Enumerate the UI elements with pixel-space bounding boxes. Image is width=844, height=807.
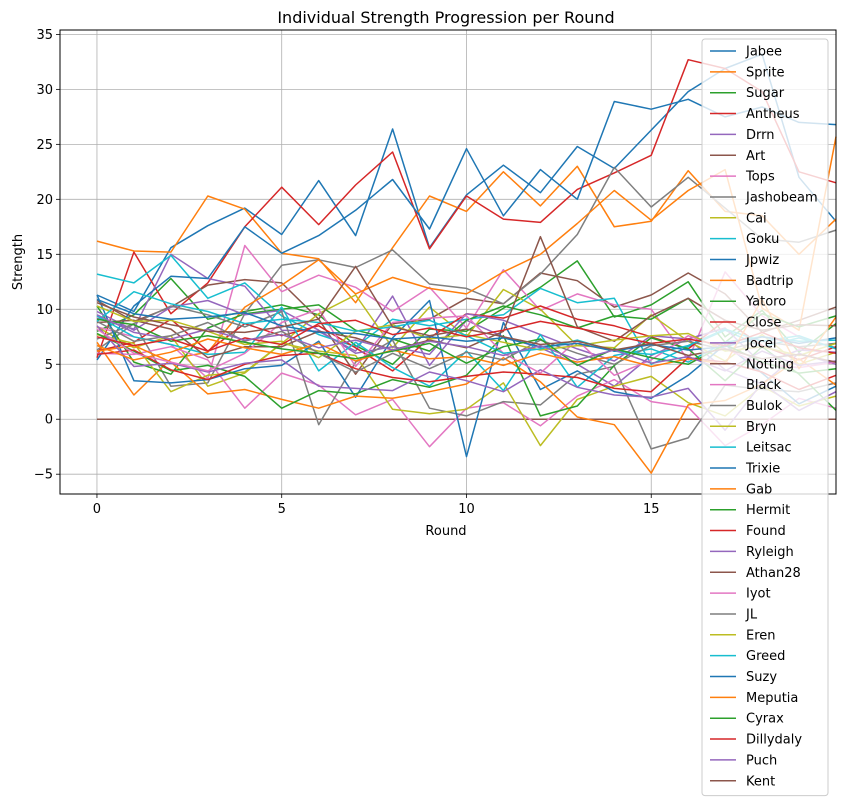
legend-label: Close — [746, 316, 781, 331]
y-axis-ticks: −5 0 5 10 15 20 25 30 35 — [34, 28, 60, 483]
legend-label: Kent — [746, 774, 775, 789]
x-tick-label: 15 — [643, 502, 660, 517]
legend-label: Gab — [746, 482, 772, 497]
legend-label: Yatoro — [745, 295, 786, 310]
legend-label: Dillydaly — [746, 733, 802, 748]
legend-label: Jabee — [745, 45, 782, 60]
legend-label: Hermit — [746, 503, 790, 518]
y-tick-label: 5 — [45, 358, 53, 373]
legend-label: Jpwiz — [745, 253, 779, 268]
x-tick-label: 10 — [458, 502, 475, 517]
plot-frame — [59, 29, 837, 495]
legend-label: Tops — [745, 170, 775, 185]
y-tick-label: 35 — [36, 28, 53, 43]
legend-label: Sugar — [746, 86, 785, 101]
legend-label: Art — [746, 149, 765, 164]
chart-title: Individual Strength Progression per Roun… — [277, 8, 614, 27]
legend-label: JL — [745, 607, 758, 622]
legend-label: Cyrax — [746, 712, 784, 727]
y-tick-label: 0 — [45, 413, 53, 428]
y-tick-label: 20 — [36, 193, 53, 208]
legend-label: Jashobeam — [745, 190, 818, 205]
legend-label: Leitsac — [746, 441, 792, 456]
legend-label: Antheus — [746, 107, 800, 122]
y-tick-label: −5 — [34, 468, 53, 483]
y-tick-label: 25 — [36, 138, 53, 153]
legend-label: Iyot — [746, 587, 771, 602]
legend-label: Suzy — [746, 670, 777, 685]
y-axis-label: Strength — [11, 234, 26, 290]
legend-label: Bryn — [746, 420, 776, 435]
legend-label: Sprite — [746, 65, 785, 80]
legend-label: Jocel — [745, 336, 777, 351]
x-axis-label: Round — [425, 524, 466, 539]
legend-label: Meputia — [746, 691, 798, 706]
legend-label: Goku — [746, 232, 779, 247]
legend-label: Greed — [746, 649, 785, 664]
legend-label: Black — [746, 378, 782, 393]
legend-label: Drrn — [746, 128, 774, 143]
y-tick-label: 30 — [36, 83, 53, 98]
legend-label: Found — [746, 524, 786, 539]
legend-label: Ryleigh — [746, 545, 794, 560]
legend-label: Badtrip — [746, 274, 793, 289]
legend-label: Puch — [746, 753, 777, 768]
legend-label: Trixie — [745, 462, 780, 477]
legend: Jabee Sprite Sugar Antheus Drrn Art Tops Jashob… — [701, 38, 829, 797]
y-tick-label: 15 — [36, 248, 53, 263]
legend-box — [701, 38, 829, 797]
legend-label: Notting — [746, 357, 794, 372]
x-tick-label: 0 — [93, 502, 101, 517]
legend-label: Bulok — [746, 399, 783, 414]
legend-label: Eren — [746, 628, 776, 643]
x-axis-ticks: 0 5 10 15 — [93, 494, 660, 517]
y-tick-label: 10 — [36, 303, 53, 318]
x-tick-label: 5 — [278, 502, 286, 517]
legend-label: Cai — [746, 211, 767, 226]
legend-label: Athan28 — [746, 566, 801, 581]
